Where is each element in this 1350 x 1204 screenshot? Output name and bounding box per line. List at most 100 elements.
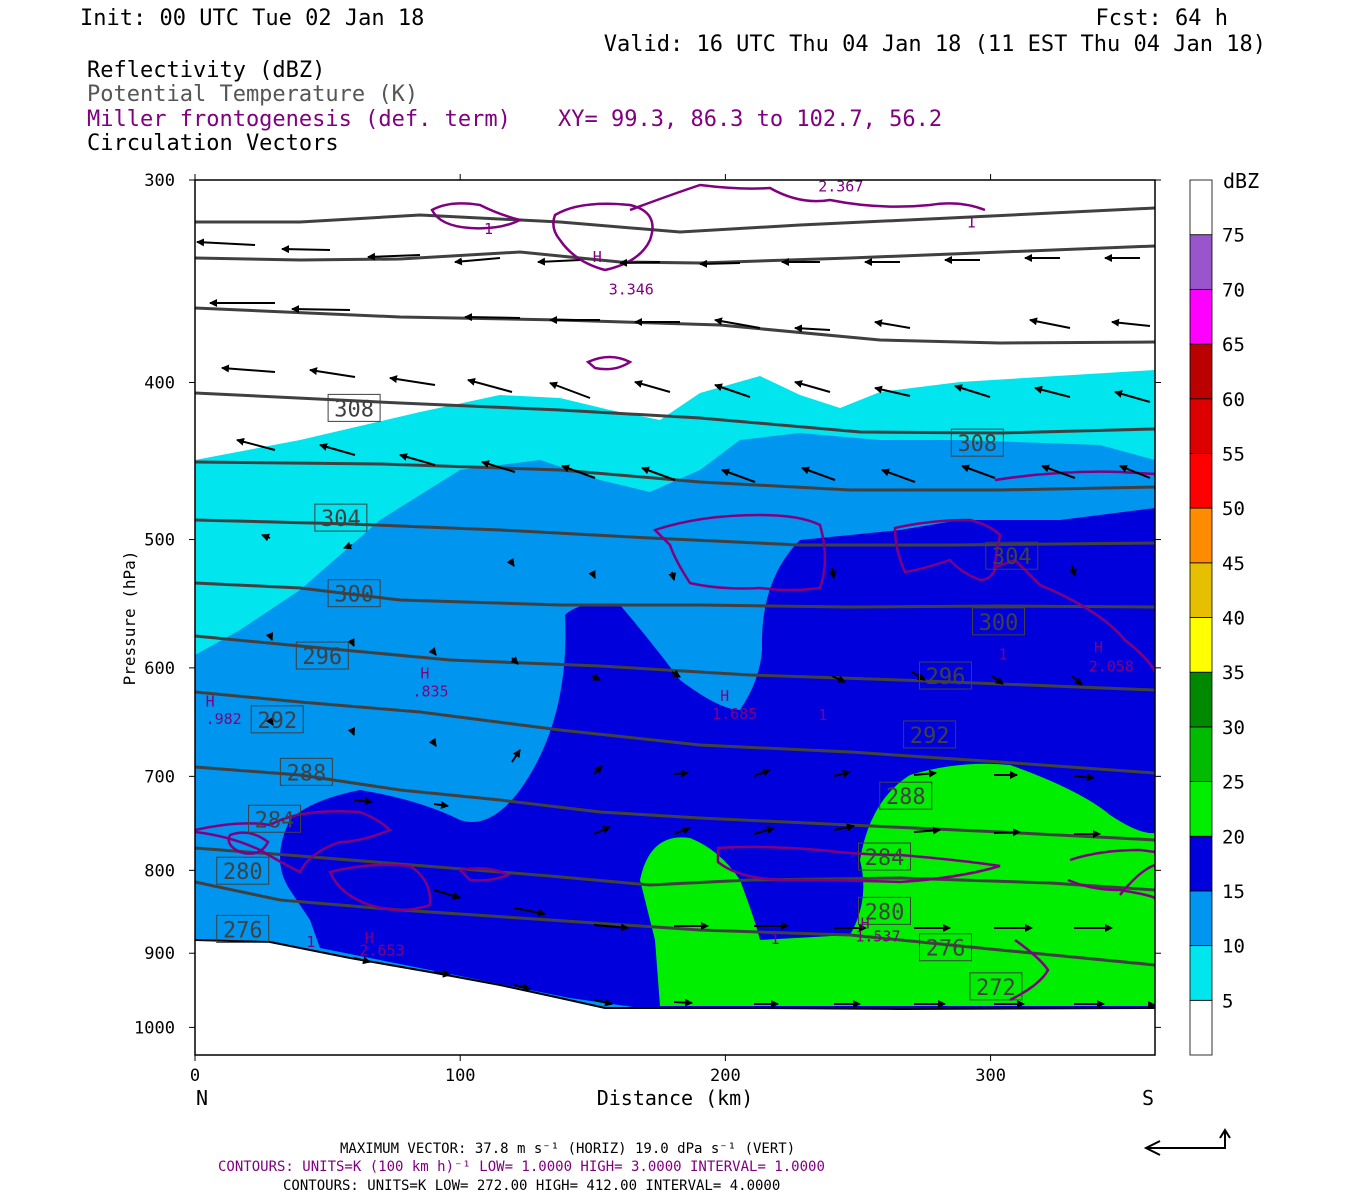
wind-vector <box>671 669 681 678</box>
wind-vector <box>1111 318 1151 327</box>
theta-label-text: 292 <box>910 724 950 749</box>
colorbar-swatch <box>1189 562 1213 618</box>
wind-vector <box>833 823 855 832</box>
wind-vector <box>353 956 371 965</box>
wind-vector <box>347 637 355 647</box>
wind-vector <box>794 324 831 333</box>
theta-label-text: 296 <box>302 645 342 670</box>
wind-vector <box>265 716 274 726</box>
x-tick-label: 200 <box>710 1066 741 1086</box>
wind-vector <box>881 468 916 483</box>
theta-label-text: 300 <box>979 611 1019 636</box>
x-axis-label: Distance (km) <box>597 1086 754 1110</box>
wind-vector <box>261 533 271 542</box>
fronto-contour <box>227 831 270 855</box>
wind-vector <box>1114 390 1151 403</box>
theta-label: 272 <box>969 972 1023 1001</box>
wind-vector <box>467 377 513 393</box>
theta-contour <box>195 206 1155 234</box>
fronto-contour <box>1067 848 1155 900</box>
fronto-contour-note: CONTOURS: UNITS=K (100 km h)⁻¹ LOW= 1.00… <box>218 1159 825 1175</box>
theta-label-text: 288 <box>287 761 327 786</box>
fronto-label: H <box>720 687 729 705</box>
colorbar-swatch <box>1189 945 1213 1001</box>
colorbar-label: 10 <box>1222 936 1245 958</box>
wind-vector <box>433 889 461 900</box>
theta-contour <box>195 634 1155 692</box>
fronto-contour <box>552 202 654 272</box>
wind-vector <box>236 437 276 451</box>
field-circulation-vectors: Circulation Vectors <box>87 131 339 156</box>
x-axis: 0 100 200 300 <box>190 174 1006 1086</box>
wind-vector <box>196 238 256 247</box>
wind-vector <box>1071 675 1083 686</box>
fronto-label: 1.537 <box>855 927 900 945</box>
fronto-label: 1 <box>484 220 493 238</box>
theta-label-text: 288 <box>886 785 926 810</box>
y-tick-label: 500 <box>144 531 175 551</box>
wind-vector <box>428 737 437 747</box>
theta-label: 276 <box>918 933 972 962</box>
y-tick-label: 300 <box>144 171 175 191</box>
wind-vector <box>913 826 941 835</box>
colorbar-swatch <box>1189 453 1213 509</box>
wind-vector <box>281 245 331 254</box>
colorbar-label: 30 <box>1222 717 1245 739</box>
colorbar-swatch <box>1189 890 1213 947</box>
field-reflectivity: Reflectivity (dBZ) <box>87 58 325 83</box>
theta-contour <box>195 460 1155 492</box>
wind-vector <box>673 769 689 778</box>
theta-contour <box>195 581 1155 609</box>
x-tick-label: 100 <box>445 1066 476 1086</box>
wind-vector <box>874 385 911 397</box>
wind-vector <box>913 769 937 778</box>
fronto-contour <box>430 202 524 230</box>
valid-time: Valid: 16 UTC Thu 04 Jan 18 (11 EST Thu … <box>604 32 1266 57</box>
fronto-label: 2.653 <box>359 942 404 960</box>
wind-vector <box>399 453 436 466</box>
y-axis: 300 400 500 600 700 800 900 1000 <box>134 171 1161 1038</box>
y-tick-label: 1000 <box>134 1018 175 1038</box>
y-tick-label: 600 <box>144 659 175 679</box>
colorbar-swatch <box>1189 398 1213 454</box>
max-vector-note: MAXIMUM VECTOR: 37.8 m s⁻¹ (HORIZ) 19.0 … <box>340 1141 795 1157</box>
theta-label-text: 296 <box>926 665 966 690</box>
wind-vector <box>433 969 451 978</box>
theta-label: 296 <box>295 641 349 670</box>
wind-vector <box>513 907 546 917</box>
theta-label: 292 <box>250 705 304 734</box>
wind-vector <box>591 673 601 681</box>
colorbar-label: 45 <box>1222 553 1245 575</box>
fronto-contour <box>1009 938 1050 1002</box>
theta-contour <box>195 765 1155 842</box>
theta-label: 296 <box>918 661 972 690</box>
theta-label: 280 <box>858 896 912 925</box>
wind-vector <box>510 656 519 665</box>
colorbar-label: 60 <box>1222 389 1245 411</box>
colorbar-label: 50 <box>1222 498 1245 520</box>
fronto-label: .835 <box>412 683 448 701</box>
theta-contour <box>195 391 1155 435</box>
theta-label: 276 <box>216 914 270 943</box>
theta-contours <box>195 206 1155 967</box>
wind-vector <box>673 998 693 1007</box>
fronto-label: 1 <box>770 930 779 948</box>
fronto-contour <box>652 513 827 592</box>
wind-vector <box>874 319 911 329</box>
colorbar-swatch <box>1189 234 1213 290</box>
fronto-label: 2.367 <box>818 178 863 196</box>
x-tick-label: 300 <box>975 1066 1006 1086</box>
fronto-label: 1.685 <box>712 705 757 723</box>
wind-vector <box>593 998 613 1007</box>
fronto-contour <box>457 867 511 882</box>
colorbar: 5 10 15 20 25 30 35 40 45 50 55 60 65 70 75 <box>1189 179 1245 1056</box>
wind-vector <box>367 252 421 261</box>
theta-label: 300 <box>972 607 1026 636</box>
colorbar-label: 35 <box>1222 662 1245 684</box>
north-end-label: N <box>196 1086 208 1110</box>
wind-vector <box>588 569 596 579</box>
wind-vector <box>961 464 996 479</box>
wind-vector <box>801 466 836 481</box>
wind-vector <box>265 632 274 641</box>
